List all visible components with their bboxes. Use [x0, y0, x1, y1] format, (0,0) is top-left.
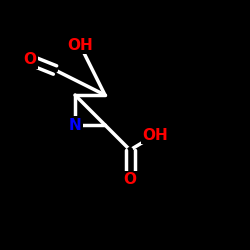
- Text: N: N: [68, 118, 82, 132]
- Text: OH: OH: [142, 128, 168, 142]
- Text: O: O: [24, 52, 36, 68]
- Text: OH: OH: [67, 38, 93, 52]
- Text: O: O: [124, 172, 136, 188]
